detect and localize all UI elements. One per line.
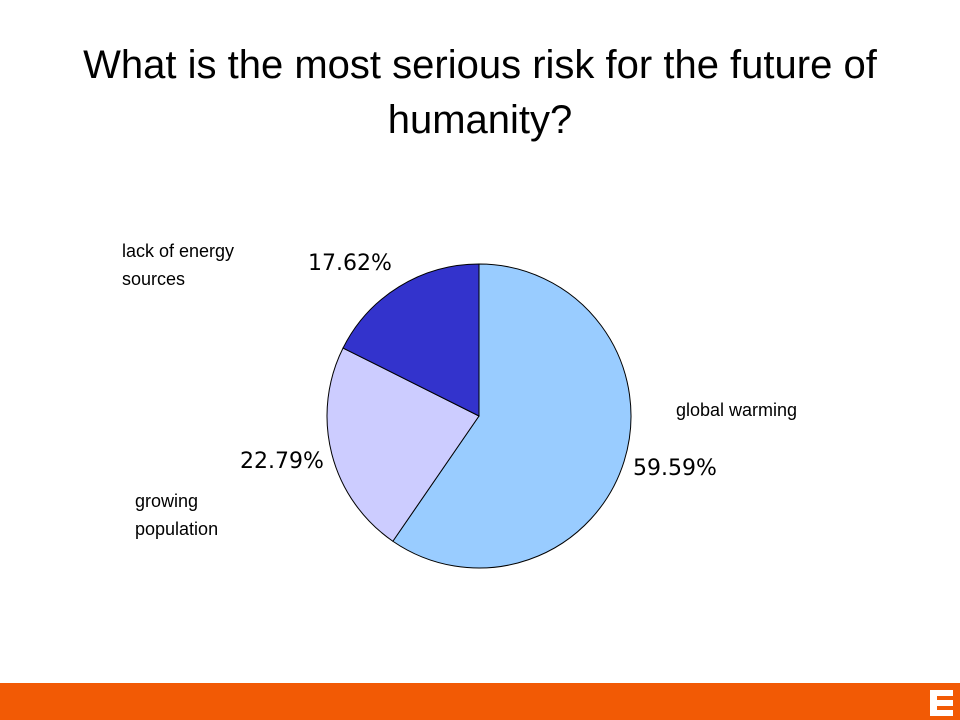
- value-label: 17.62%: [308, 251, 392, 276]
- pie-slice: [342, 263, 480, 417]
- pie-slice: [392, 263, 632, 569]
- footer-bar: [0, 683, 960, 720]
- pie-slice: [326, 347, 480, 542]
- value-label: 59.59%: [633, 456, 717, 481]
- value-label: 22.79%: [240, 449, 324, 474]
- category-label: global warming: [676, 400, 798, 420]
- category-label: growing population: [135, 491, 219, 539]
- logo: [922, 683, 960, 720]
- category-label: lack of energy sources: [122, 241, 235, 289]
- chart-title: What is the most serious risk for the fu…: [83, 43, 877, 142]
